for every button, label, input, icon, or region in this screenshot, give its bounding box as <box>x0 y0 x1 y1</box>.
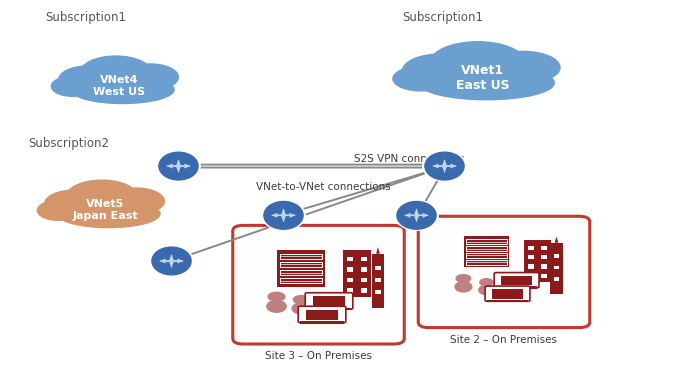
Bar <box>487 300 528 302</box>
Bar <box>466 246 507 251</box>
Bar <box>528 246 534 250</box>
Bar <box>528 274 534 278</box>
Bar <box>279 270 323 275</box>
Text: VNet-to-VNet connections: VNet-to-VNet connections <box>256 182 391 192</box>
Ellipse shape <box>292 303 310 314</box>
Bar <box>466 260 507 265</box>
Bar <box>375 291 381 294</box>
Text: VNet5
Japan East: VNet5 Japan East <box>72 199 138 221</box>
FancyBboxPatch shape <box>298 306 346 323</box>
Ellipse shape <box>157 151 200 181</box>
Ellipse shape <box>159 152 198 180</box>
Bar <box>347 257 353 261</box>
Bar <box>347 277 353 282</box>
Bar <box>277 250 325 287</box>
Ellipse shape <box>262 200 305 230</box>
FancyBboxPatch shape <box>485 286 530 301</box>
Bar <box>300 321 344 324</box>
Bar <box>541 255 547 259</box>
Text: Site 2 – On Premises: Site 2 – On Premises <box>451 335 557 345</box>
Bar <box>375 266 381 270</box>
Bar <box>554 277 559 281</box>
Bar <box>541 264 547 269</box>
Ellipse shape <box>267 300 286 312</box>
Polygon shape <box>376 247 380 254</box>
FancyBboxPatch shape <box>305 293 353 309</box>
Circle shape <box>268 292 285 301</box>
Bar <box>307 308 351 310</box>
Bar <box>361 288 367 293</box>
Ellipse shape <box>486 51 560 84</box>
Bar <box>279 254 323 259</box>
Ellipse shape <box>479 285 494 295</box>
Ellipse shape <box>80 56 152 90</box>
Bar <box>347 267 353 272</box>
Text: Subscription1: Subscription1 <box>46 11 127 24</box>
Bar <box>343 250 371 297</box>
Bar <box>312 296 346 306</box>
Bar <box>372 254 384 308</box>
Ellipse shape <box>419 66 554 100</box>
Ellipse shape <box>397 201 436 229</box>
Bar <box>347 288 353 293</box>
Bar <box>279 262 323 267</box>
Text: Subscription1: Subscription1 <box>402 11 484 24</box>
Ellipse shape <box>423 151 466 181</box>
Circle shape <box>480 279 494 286</box>
Bar <box>492 289 523 299</box>
Bar <box>528 255 534 259</box>
Ellipse shape <box>152 247 191 275</box>
Ellipse shape <box>59 66 117 93</box>
Ellipse shape <box>425 152 464 180</box>
Ellipse shape <box>71 76 174 104</box>
Bar <box>541 246 547 250</box>
Ellipse shape <box>455 282 472 292</box>
Bar <box>361 277 367 282</box>
Bar <box>463 237 510 267</box>
Ellipse shape <box>57 200 160 228</box>
Bar <box>466 253 507 258</box>
Bar <box>279 278 323 283</box>
Bar <box>375 278 381 282</box>
Ellipse shape <box>395 200 438 230</box>
Ellipse shape <box>122 64 178 90</box>
FancyBboxPatch shape <box>418 216 589 328</box>
Bar <box>554 254 559 258</box>
Ellipse shape <box>264 201 303 229</box>
Text: Site 3 – On Premises: Site 3 – On Premises <box>265 351 372 361</box>
Circle shape <box>293 296 309 304</box>
Ellipse shape <box>51 76 94 96</box>
Bar <box>501 276 532 285</box>
FancyBboxPatch shape <box>494 273 539 288</box>
Circle shape <box>456 274 470 282</box>
Bar <box>524 240 551 282</box>
Polygon shape <box>554 237 559 243</box>
Bar <box>550 243 563 294</box>
Ellipse shape <box>37 200 80 220</box>
Bar <box>496 286 537 289</box>
Text: VNet4
West US: VNet4 West US <box>93 75 145 97</box>
Bar <box>361 257 367 261</box>
Ellipse shape <box>66 180 138 214</box>
Text: VNet1
East US: VNet1 East US <box>456 65 510 92</box>
Bar <box>541 274 547 278</box>
Bar <box>361 267 367 272</box>
Ellipse shape <box>393 66 449 91</box>
Ellipse shape <box>150 246 193 276</box>
Ellipse shape <box>430 42 525 83</box>
FancyBboxPatch shape <box>232 226 405 344</box>
Bar <box>554 266 559 269</box>
Ellipse shape <box>402 54 480 87</box>
Text: Subscription2: Subscription2 <box>28 137 109 150</box>
Text: S2S VPN connections: S2S VPN connections <box>354 154 464 164</box>
Bar <box>305 310 339 320</box>
Bar <box>528 264 534 269</box>
Bar <box>466 239 507 244</box>
Ellipse shape <box>108 188 164 214</box>
Ellipse shape <box>45 190 103 218</box>
